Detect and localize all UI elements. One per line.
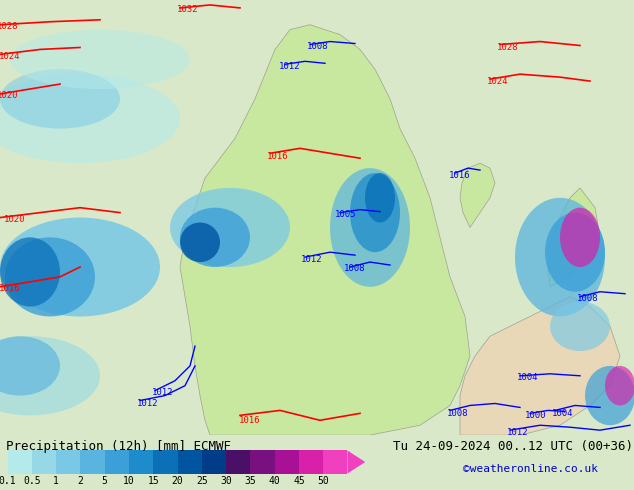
Polygon shape	[460, 296, 620, 435]
Ellipse shape	[545, 213, 605, 292]
Bar	[202, 450, 226, 473]
Ellipse shape	[170, 188, 290, 267]
Bar	[275, 450, 299, 473]
Ellipse shape	[605, 366, 634, 405]
Text: 45: 45	[293, 476, 305, 486]
Text: 1016: 1016	[0, 284, 21, 293]
Ellipse shape	[0, 336, 100, 416]
Text: 1016: 1016	[268, 152, 288, 161]
Text: 1016: 1016	[450, 171, 471, 179]
Text: 1012: 1012	[152, 388, 174, 397]
Text: 15: 15	[147, 476, 159, 486]
Ellipse shape	[550, 302, 610, 351]
Bar	[323, 450, 347, 473]
Text: 1012: 1012	[137, 399, 158, 408]
Text: 1024: 1024	[0, 52, 21, 61]
Text: 1008: 1008	[577, 294, 598, 303]
Ellipse shape	[515, 198, 605, 317]
Ellipse shape	[365, 173, 395, 222]
Text: 1000: 1000	[525, 411, 547, 420]
Bar	[226, 450, 250, 473]
Bar	[8, 450, 32, 473]
Text: ©weatheronline.co.uk: ©weatheronline.co.uk	[463, 464, 598, 474]
Bar	[81, 450, 105, 473]
Bar	[178, 450, 202, 473]
Text: 10: 10	[123, 476, 135, 486]
Text: 1008: 1008	[307, 42, 329, 51]
Ellipse shape	[10, 30, 190, 89]
Text: 25: 25	[196, 476, 208, 486]
Text: 1012: 1012	[507, 428, 529, 437]
Ellipse shape	[180, 222, 220, 262]
Text: 1020: 1020	[0, 92, 19, 100]
Text: 30: 30	[220, 476, 232, 486]
Text: 1012: 1012	[279, 62, 301, 71]
Text: 40: 40	[269, 476, 280, 486]
Bar	[250, 450, 275, 473]
Polygon shape	[460, 163, 495, 227]
Text: 1020: 1020	[4, 215, 26, 224]
Polygon shape	[180, 24, 470, 435]
Text: 1012: 1012	[301, 255, 323, 264]
Bar	[299, 450, 323, 473]
Ellipse shape	[180, 208, 250, 267]
Bar	[105, 450, 129, 473]
Text: 1008: 1008	[344, 265, 366, 273]
Text: 2: 2	[77, 476, 83, 486]
Bar	[32, 450, 56, 473]
Bar	[153, 450, 178, 473]
Ellipse shape	[5, 237, 95, 317]
Ellipse shape	[0, 69, 120, 128]
Ellipse shape	[585, 366, 634, 425]
Ellipse shape	[350, 173, 400, 252]
Ellipse shape	[560, 208, 600, 267]
Text: 1028: 1028	[497, 43, 519, 52]
Ellipse shape	[0, 218, 160, 317]
Text: 5: 5	[102, 476, 108, 486]
Text: 0.1: 0.1	[0, 476, 16, 486]
Text: 50: 50	[317, 476, 329, 486]
Text: 35: 35	[245, 476, 256, 486]
Polygon shape	[548, 188, 600, 287]
Text: 0.5: 0.5	[23, 476, 41, 486]
Ellipse shape	[0, 237, 60, 307]
Bar	[56, 450, 81, 473]
Text: 1016: 1016	[239, 416, 261, 425]
Text: 1024: 1024	[488, 76, 508, 86]
Text: 1005: 1005	[335, 210, 357, 219]
Text: 20: 20	[172, 476, 183, 486]
Bar	[129, 450, 153, 473]
Text: 1032: 1032	[178, 5, 198, 14]
Text: Precipitation (12h) [mm] ECMWF: Precipitation (12h) [mm] ECMWF	[6, 440, 231, 452]
Ellipse shape	[0, 336, 60, 395]
Text: 1: 1	[53, 476, 59, 486]
Ellipse shape	[330, 168, 410, 287]
Text: 1004: 1004	[517, 373, 539, 382]
Ellipse shape	[0, 74, 180, 163]
Text: 1028: 1028	[0, 22, 19, 31]
Text: Tu 24-09-2024 00..12 UTC (00+36): Tu 24-09-2024 00..12 UTC (00+36)	[393, 440, 633, 452]
Text: 1004: 1004	[552, 409, 574, 418]
Polygon shape	[347, 450, 365, 473]
Text: 1008: 1008	[447, 409, 469, 418]
